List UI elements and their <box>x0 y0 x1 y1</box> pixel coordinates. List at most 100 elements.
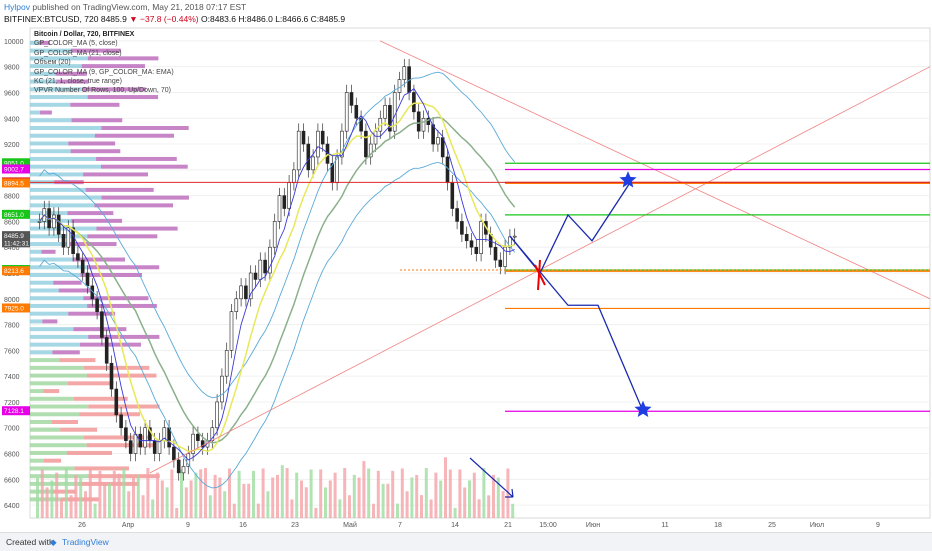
x-tick-label: Июл <box>810 522 824 529</box>
volume-bar <box>228 468 231 518</box>
y-tick-label: 8600 <box>4 219 20 226</box>
legend-volume[interactable]: Объем (20) <box>34 59 71 67</box>
volume-bar <box>223 491 227 518</box>
volume-bar <box>501 491 505 518</box>
volume-profile-up <box>30 358 60 363</box>
volume-bar <box>175 507 179 518</box>
volume-bar <box>372 503 375 518</box>
volume-bar <box>180 469 183 518</box>
y-tick-label: 8800 <box>4 194 20 201</box>
candle-body <box>340 130 344 158</box>
tradingview-link[interactable]: TradingView <box>62 537 109 547</box>
candle-body <box>388 105 392 132</box>
candle-body <box>301 130 306 145</box>
volume-bar <box>410 477 414 518</box>
y-tick-label: 7400 <box>4 374 20 381</box>
candle-body <box>440 137 445 158</box>
volume-bar <box>256 503 260 518</box>
volume-bar <box>448 469 452 518</box>
volume-bar <box>252 470 255 518</box>
volume-profile-down <box>83 172 148 177</box>
volume-profile-up <box>30 342 80 347</box>
volume-profile-down <box>85 187 154 192</box>
volume-bar <box>122 468 126 518</box>
volume-bar <box>74 474 78 518</box>
volume-profile-down <box>88 334 160 339</box>
legend-ma5[interactable]: GP_COLOR_MA (5, close) <box>34 40 118 48</box>
candle-body <box>498 259 503 267</box>
volume-profile-up <box>30 133 95 138</box>
volume-bar <box>391 470 395 518</box>
volume-bar <box>400 468 404 518</box>
candle-body <box>229 311 234 351</box>
tradingview-logo-icon: ◆ <box>50 537 57 547</box>
candle-body <box>287 182 291 209</box>
volume-bar <box>276 474 279 518</box>
candle-body <box>80 259 85 274</box>
volume-bar <box>218 477 222 518</box>
volume-profile-down <box>83 296 149 301</box>
legend-kc[interactable]: KC (21, 1, close, true range) <box>34 78 122 86</box>
volume-profile-up <box>30 56 88 61</box>
volume-bar <box>271 477 275 518</box>
volume-profile-down <box>96 156 177 161</box>
legend-vpvr[interactable]: VPVR Number Of Rows, 100, Up/Down, 70) <box>34 87 171 95</box>
volume-profile-up <box>30 373 87 378</box>
volume-bar <box>64 468 68 518</box>
volume-bar <box>36 478 39 518</box>
volume-bar <box>343 468 347 518</box>
volume-profile-down <box>50 489 77 494</box>
x-tick-label: 9 <box>876 522 880 529</box>
volume-bar <box>117 473 121 518</box>
ema9-line <box>38 102 515 453</box>
legend-ema9[interactable]: GP_COLOR_MA (9, GP_COLOR_MA: EMA) <box>34 68 174 76</box>
volume-profile-up <box>30 141 69 146</box>
volume-bar <box>444 457 447 518</box>
x-tick-label: 7 <box>398 522 402 529</box>
author-link[interactable]: Hylpov <box>4 2 30 12</box>
created-with-label: Created with <box>6 537 54 547</box>
volume-bar <box>295 472 299 518</box>
x-tick-label: 21 <box>504 522 512 529</box>
candle-body <box>172 446 176 461</box>
volume-profile-up <box>30 319 43 324</box>
candle-body <box>397 79 402 93</box>
candle-body <box>114 388 119 416</box>
candle-body <box>268 246 272 274</box>
volume-bar <box>333 472 337 518</box>
volume-profile-up <box>30 118 72 123</box>
candle-body <box>282 195 287 209</box>
price-tag <box>2 266 30 276</box>
candle-body <box>344 92 349 132</box>
candle-body <box>85 272 90 287</box>
legend-ma21[interactable]: GP_COLOR_MA (21, close) <box>34 49 122 57</box>
candle-body <box>200 440 205 448</box>
x-tick-label: 9 <box>186 522 190 529</box>
volume-bar <box>477 499 481 518</box>
volume-bar <box>300 480 303 518</box>
keltner-upper <box>39 71 516 399</box>
volume-bar <box>136 474 140 518</box>
volume-bar <box>352 474 356 518</box>
down-arrow-icon: ▼ <box>129 14 138 24</box>
volume-bar <box>424 468 428 518</box>
volume-bar <box>112 470 116 518</box>
candle-body <box>464 234 469 242</box>
volume-bar <box>127 491 131 518</box>
y-tick-label: 7600 <box>4 348 20 355</box>
volume-profile-down <box>87 95 159 100</box>
volume-profile-up <box>30 481 79 486</box>
volume-bar <box>232 503 236 518</box>
candle-body <box>402 66 407 80</box>
volume-bar <box>55 472 59 518</box>
candle-body <box>272 221 277 248</box>
candle-body <box>248 272 253 300</box>
candle-body <box>493 246 498 261</box>
volume-profile-up <box>30 110 40 115</box>
volume-bar <box>304 487 308 518</box>
volume-profile-up <box>30 389 44 394</box>
volume-profile-down <box>66 450 113 455</box>
price-change: −37.8 (−0.44%) <box>140 14 199 24</box>
candle-body <box>128 440 133 454</box>
